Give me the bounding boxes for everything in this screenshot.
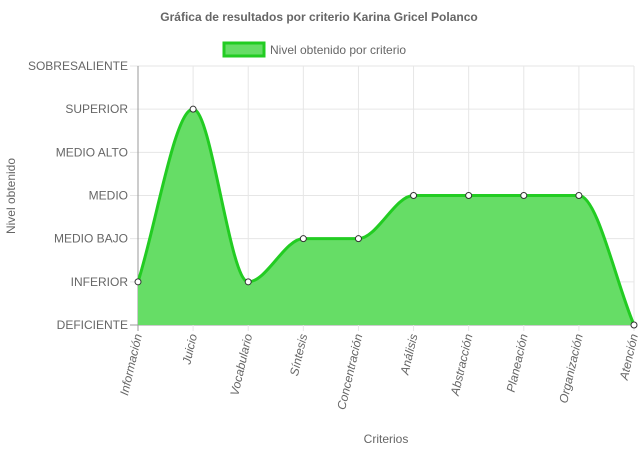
y-axis-ticks: DEFICIENTE INFERIOR MEDIO BAJO MEDIO MEDIO A… bbox=[28, 59, 128, 332]
y-tick-label: INFERIOR bbox=[71, 275, 129, 289]
x-tick-label: Vocabulario bbox=[227, 332, 255, 397]
x-axis-ticks: Información Juicio Vocabulario Síntesis Conc… bbox=[117, 332, 639, 411]
y-tick-label: DEFICIENTE bbox=[57, 318, 128, 332]
x-tick-label: Síntesis bbox=[287, 333, 310, 378]
data-point[interactable] bbox=[465, 192, 473, 199]
x-tick-label: Información bbox=[117, 332, 145, 397]
data-point[interactable] bbox=[299, 235, 307, 243]
data-area bbox=[136, 107, 636, 326]
chart-title: Gráfica de resultados por criterio Karin… bbox=[160, 10, 477, 24]
legend-swatch bbox=[222, 41, 266, 58]
y-tick-label: MEDIO BAJO bbox=[54, 232, 128, 246]
data-point[interactable] bbox=[520, 192, 528, 199]
data-point[interactable] bbox=[244, 278, 252, 286]
x-tick-label: Abstracción bbox=[448, 332, 476, 398]
data-point[interactable] bbox=[630, 321, 638, 329]
x-tick-label: Juicio bbox=[179, 332, 200, 366]
data-point[interactable] bbox=[354, 235, 362, 243]
x-axis-title: Criterios bbox=[364, 432, 409, 446]
data-point[interactable] bbox=[189, 105, 197, 113]
x-tick-label: Concentración bbox=[334, 332, 365, 411]
data-point[interactable] bbox=[575, 192, 583, 199]
y-tick-label: MEDIO ALTO bbox=[56, 145, 128, 159]
data-points[interactable] bbox=[134, 105, 638, 329]
y-tick-label: SUPERIOR bbox=[65, 102, 128, 116]
legend[interactable]: Nivel obtenido por criterio bbox=[222, 41, 406, 58]
x-tick-label: Organización bbox=[556, 332, 586, 404]
y-axis-title: Nivel obtenido bbox=[4, 158, 18, 234]
legend-label: Nivel obtenido por criterio bbox=[270, 43, 406, 57]
data-point[interactable] bbox=[410, 192, 418, 199]
x-tick-label: Planeación bbox=[504, 332, 531, 393]
y-tick-label: MEDIO bbox=[89, 189, 128, 203]
data-point[interactable] bbox=[134, 278, 142, 286]
x-tick-label: Atención bbox=[617, 332, 639, 382]
x-tick-label: Análisis bbox=[397, 333, 420, 377]
y-tick-label: SOBRESALIENTE bbox=[28, 59, 128, 73]
